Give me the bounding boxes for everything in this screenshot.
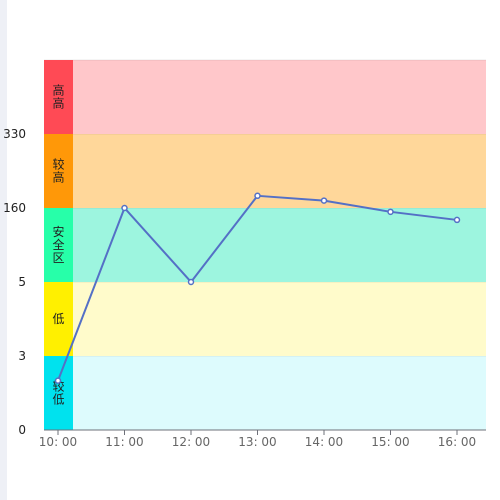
data-point-5 <box>387 208 394 216</box>
x-tick-label-3: 13: 00 <box>238 435 276 449</box>
band-0 <box>44 356 486 430</box>
band-strip-0 <box>44 356 73 430</box>
band-strip-3 <box>44 134 73 208</box>
data-point-6 <box>453 216 461 224</box>
data-point-2 <box>187 278 195 286</box>
y-tick-label-2: 5 <box>18 275 26 289</box>
x-tick-label-6: 16: 00 <box>438 435 476 449</box>
band-strip-2 <box>44 208 73 282</box>
band-1 <box>44 282 486 356</box>
x-tick-label-2: 12: 00 <box>172 435 210 449</box>
band-labels: 较低 低 安全区 较高 高高 <box>52 83 64 407</box>
data-point-0 <box>54 377 62 384</box>
y-tick-label-4: 330 <box>3 127 26 141</box>
data-point-3 <box>254 192 261 200</box>
band-label-0: 较低 <box>52 379 64 407</box>
band-2 <box>44 208 486 282</box>
band-label-2: 安全区 <box>52 224 64 265</box>
y-tick-label-1: 3 <box>18 349 26 363</box>
x-tick-label-5: 15: 00 <box>371 435 409 449</box>
band-label-3: 较高 <box>52 157 64 185</box>
band-strip-layer <box>44 60 73 430</box>
page-left-strip <box>0 0 7 500</box>
data-point-1 <box>121 204 128 212</box>
band-strip-4 <box>44 60 73 134</box>
band-strip-1 <box>44 282 73 356</box>
y-tick-label-3: 160 <box>3 201 26 215</box>
series-points <box>54 192 461 384</box>
band-4 <box>44 60 486 134</box>
x-tick-label-1: 11: 00 <box>105 435 143 449</box>
bands-layer <box>44 59 486 430</box>
y-tick-label-0: 0 <box>18 423 26 437</box>
axes: 0 3 5 160 330 10: 00 11: 00 12: 00 13: 00 14: 00 1… <box>3 127 486 449</box>
x-tick-label-0: 10: 00 <box>39 435 77 449</box>
data-point-4 <box>320 197 328 204</box>
x-tick-label-4: 14: 00 <box>305 435 343 449</box>
band-label-1: 低 <box>52 312 64 326</box>
band-label-4: 高高 <box>52 83 64 111</box>
